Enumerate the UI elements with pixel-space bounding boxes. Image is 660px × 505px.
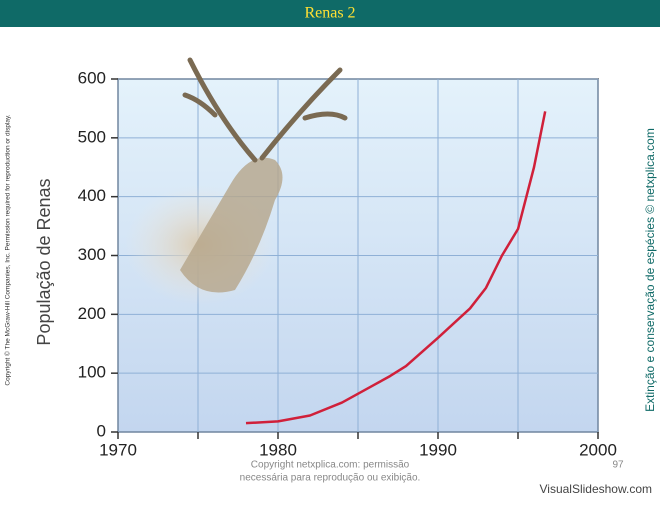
x-tick-label: 1970 [99,440,137,459]
deer-illustration [125,57,348,305]
y-tick-label: 300 [78,245,106,264]
data-line [245,111,547,425]
y-tick-label: 0 [97,421,106,440]
footer-line: Copyright netxplica.com: permissão [251,460,410,471]
watermark: VisualSlideshow.com [539,482,652,496]
title-bar [0,0,660,27]
page-number: 97 [612,460,624,471]
slide-title: Renas 2 [304,5,355,22]
x-tick-label: 1980 [259,440,297,459]
y-tick-label: 100 [78,363,106,382]
y-tick-label: 500 [78,127,106,146]
credit-right: Extinção e conservação de espécies © net… [643,128,657,412]
x-tick-label: 2000 [579,440,617,459]
y-tick-label: 600 [78,68,106,87]
footer-line: necessária para reprodução ou exibição. [240,473,421,484]
y-tick-label: 200 [78,304,106,323]
y-axis-label: População de Renas [34,178,54,345]
x-tick-label: 1990 [419,440,457,459]
y-tick-label: 400 [78,186,106,205]
copyright-left: Copyright © The McGraw-Hill Companies, I… [4,114,12,385]
